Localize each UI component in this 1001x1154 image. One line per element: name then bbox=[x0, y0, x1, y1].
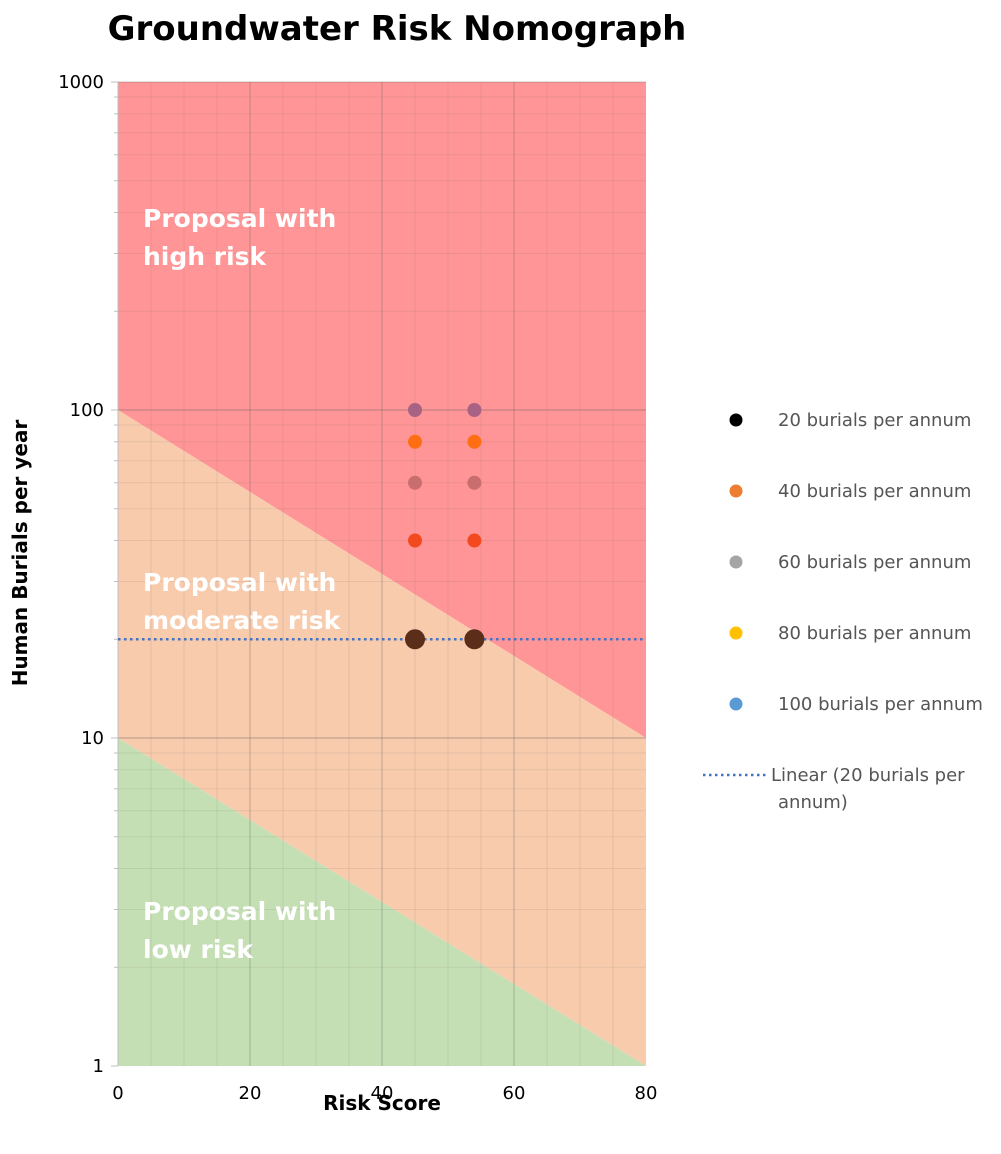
point-series-5 bbox=[408, 403, 422, 417]
legend-label: 40 burials per annum bbox=[778, 481, 971, 502]
point-series-4 bbox=[467, 434, 482, 449]
legend-trendline-label: annum) bbox=[778, 792, 848, 813]
zone-moderate-area bbox=[118, 410, 646, 1066]
legend-label: 100 burials per annum bbox=[778, 694, 983, 715]
zone-high-area bbox=[118, 82, 646, 738]
chart-title: Groundwater Risk Nomograph bbox=[108, 9, 687, 49]
legend-marker bbox=[729, 626, 743, 640]
y-tick-label: 1 bbox=[93, 1056, 104, 1077]
legend-marker bbox=[729, 555, 743, 569]
y-tick-label: 10 bbox=[81, 728, 104, 749]
point-series-3 bbox=[467, 475, 482, 490]
y-axis-label: Human Burials per year bbox=[8, 420, 32, 687]
zone-low-label: Proposal with bbox=[143, 897, 336, 926]
point-series-3 bbox=[408, 475, 422, 490]
y-tick-label: 1000 bbox=[58, 72, 104, 93]
x-tick-label: 40 bbox=[371, 1083, 394, 1104]
x-tick-label: 60 bbox=[503, 1083, 526, 1104]
point-series-5 bbox=[467, 403, 482, 417]
legend: 20 burials per annum 40 burials per annum… bbox=[703, 410, 983, 813]
zone-moderate-label: Proposal with bbox=[143, 568, 336, 597]
zone-moderate-label: moderate risk bbox=[143, 606, 342, 635]
legend-marker bbox=[729, 413, 743, 427]
zone-low-area bbox=[118, 738, 646, 1066]
zone-high-label: Proposal with bbox=[143, 204, 336, 233]
x-axis-label: Risk Score bbox=[323, 1091, 441, 1115]
point-series-2 bbox=[408, 533, 422, 548]
zone-high-label: high risk bbox=[143, 242, 268, 271]
legend-label: 80 burials per annum bbox=[778, 623, 971, 644]
x-tick-label: 0 bbox=[112, 1083, 123, 1104]
x-tick-label: 80 bbox=[635, 1083, 658, 1104]
legend-marker bbox=[729, 697, 743, 711]
point-series-2 bbox=[467, 533, 482, 548]
legend-label: 60 burials per annum bbox=[778, 552, 971, 573]
y-tick-label: 100 bbox=[70, 400, 104, 421]
legend-trendline-label: Linear (20 burials per bbox=[771, 765, 965, 786]
legend-label: 20 burials per annum bbox=[778, 410, 971, 431]
legend-marker bbox=[729, 484, 743, 498]
point-series-1 bbox=[464, 629, 485, 650]
point-series-1 bbox=[405, 629, 425, 650]
point-series-4 bbox=[408, 434, 422, 449]
zone-low-label: low risk bbox=[143, 935, 254, 964]
x-tick-label: 20 bbox=[239, 1083, 262, 1104]
